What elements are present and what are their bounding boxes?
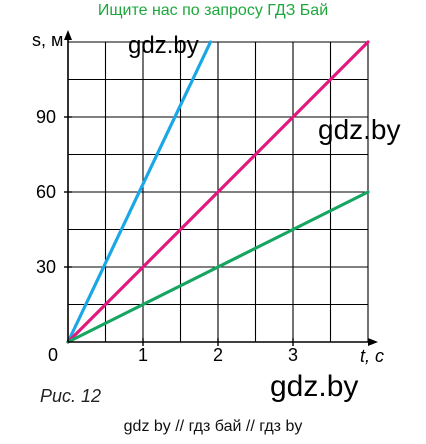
watermark-middle: gdz.by (318, 114, 401, 145)
y-tick-label-3: 90 (36, 107, 56, 127)
x-axis-label: t, c (360, 346, 384, 366)
origin-label: 0 (48, 345, 58, 365)
x-tick-label-1: 1 (138, 345, 148, 365)
y-axis-label: s, м (32, 30, 63, 50)
series-line-1 (66, 40, 213, 344)
y-tick-label-2: 60 (36, 182, 56, 202)
series-line-2 (66, 40, 370, 344)
axis-labels: s, м t, c 0 1 2 3 30 60 90 (32, 30, 384, 366)
x-tick-label-3: 3 (288, 345, 298, 365)
footer-text: gdz by // гдз бай // гдз by (123, 418, 303, 435)
axes (64, 30, 378, 346)
x-tick-label-2: 2 (213, 345, 223, 365)
series-lines (66, 40, 370, 344)
figure-caption: Рис. 12 (40, 386, 102, 406)
series-line-3 (66, 190, 370, 344)
y-tick-label-1: 30 (36, 257, 56, 277)
watermark-bottom: gdz.by (270, 370, 359, 403)
top-banner: Ищите нас по запросу ГДЗ Бай (97, 2, 329, 19)
x-axis-arrow (368, 338, 378, 346)
grid (68, 41, 369, 342)
y-axis-arrow (64, 30, 72, 40)
watermark-top: gdz.by (128, 32, 199, 59)
